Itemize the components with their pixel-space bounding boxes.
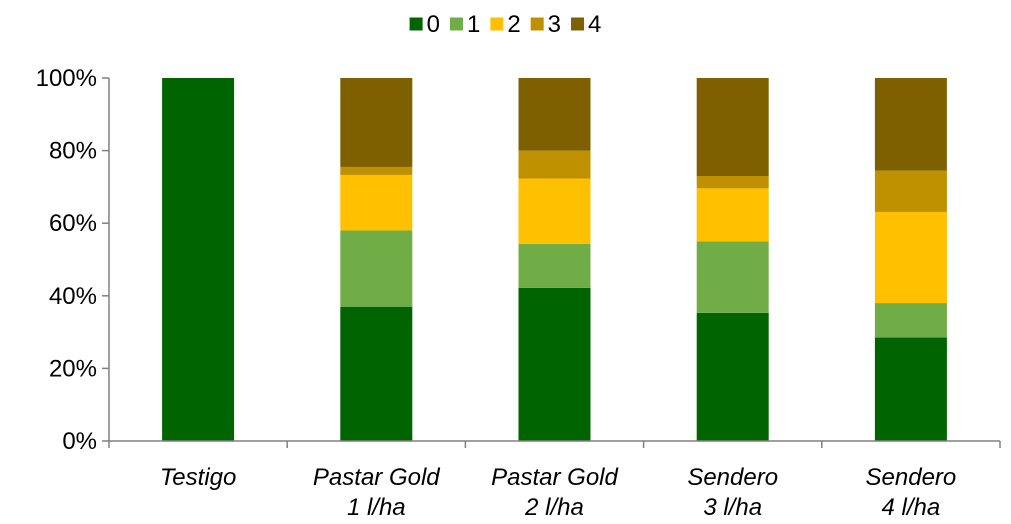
legend-label-2: 2 (507, 11, 520, 38)
bar-segment-cat3-series-3 (696, 176, 769, 189)
bar-segment-cat0-series-0 (162, 78, 235, 441)
bar-segment-cat2-series-2 (518, 178, 591, 244)
bar-segment-cat3-series-0 (696, 312, 769, 441)
x-category-label: 4 l/ha (882, 494, 941, 521)
y-tick-label: 60% (49, 210, 97, 237)
bar-segment-cat3-series-1 (696, 241, 769, 313)
bar-segment-cat4-series-3 (874, 170, 947, 212)
bar-segment-cat1-series-3 (340, 166, 413, 175)
x-category-label: 2 l/ha (524, 494, 584, 521)
bar-segment-cat2-series-0 (518, 287, 591, 441)
bar-segment-cat3-series-2 (696, 188, 769, 242)
y-tick-label: 40% (49, 283, 97, 310)
bar-segment-cat2-series-3 (518, 150, 591, 179)
bar-segment-cat1-series-2 (340, 174, 413, 231)
y-tick-label: 20% (49, 355, 97, 382)
x-category-label: Sendero (866, 464, 957, 491)
legend-swatch-1 (449, 17, 463, 31)
bar-segment-cat4-series-1 (874, 303, 947, 338)
legend-label-0: 0 (427, 11, 440, 38)
x-category-label: 1 l/ha (347, 494, 406, 521)
bar-segment-cat1-series-4 (340, 78, 413, 167)
x-category-label: 3 l/ha (703, 494, 762, 521)
bar-segment-cat3-series-4 (696, 78, 769, 177)
x-category-label: Pastar Gold (491, 464, 618, 491)
axes: 0% 20% 40% 60% 80% 100% Testigo Pastar Gold 1 l/… (36, 65, 1001, 521)
bar-segment-cat2-series-1 (518, 243, 591, 288)
legend-swatch-2 (490, 17, 504, 31)
y-tick-label: 80% (49, 138, 97, 165)
bar-segment-cat2-series-4 (518, 78, 591, 151)
bar-segment-cat4-series-2 (874, 211, 947, 304)
legend-swatch-4 (571, 17, 585, 31)
bars (162, 78, 947, 441)
bar-segment-cat1-series-0 (340, 306, 413, 441)
y-tick-label: 100% (36, 65, 97, 92)
x-category-label: Testigo (160, 464, 237, 491)
legend-label-4: 4 (588, 11, 601, 38)
bar-segment-cat4-series-4 (874, 78, 947, 171)
bar-segment-cat1-series-1 (340, 230, 413, 307)
x-category-label: Sendero (687, 464, 778, 491)
legend-label-1: 1 (467, 11, 480, 38)
legend-label-3: 3 (548, 11, 561, 38)
y-tick-label: 0% (62, 428, 97, 455)
legend-swatch-3 (530, 17, 544, 31)
x-category-label: Pastar Gold (313, 464, 440, 491)
bar-segment-cat4-series-0 (874, 337, 947, 441)
legend-swatch-0 (409, 17, 423, 31)
